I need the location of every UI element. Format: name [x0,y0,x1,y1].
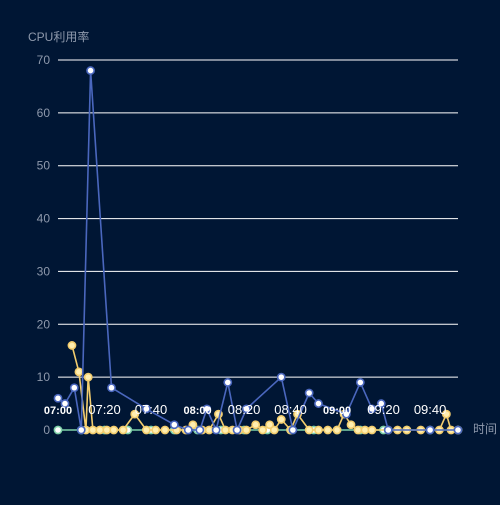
data-point[interactable] [288,425,298,435]
data-point[interactable] [183,425,193,435]
y-tick-label: 50 [37,159,51,173]
data-point[interactable] [383,425,393,435]
data-point[interactable] [265,420,275,430]
data-point[interactable] [269,425,279,435]
data-point[interactable] [202,404,212,414]
data-point[interactable] [276,415,286,424]
y-tick-label: 20 [37,317,51,331]
x-tick-label: 08:40 [274,402,307,417]
grid-lines [58,59,458,378]
data-point[interactable] [102,425,112,435]
data-point[interactable] [160,425,170,435]
data-point[interactable] [353,425,363,435]
data-point[interactable] [195,425,205,435]
y-tick-label: 40 [37,212,51,226]
data-point[interactable] [169,420,179,430]
data-point[interactable] [453,425,463,435]
x-tick-label: 09:20 [367,402,400,417]
data-point[interactable] [53,425,63,435]
y-tick-labels: 0 10 20 30 40 50 60 70 [37,53,51,437]
y-tick-label: 10 [37,370,51,384]
data-point[interactable] [346,420,356,430]
data-point[interactable] [95,425,105,435]
data-point[interactable] [88,425,98,435]
series-lines [53,66,463,435]
data-point[interactable] [67,341,77,350]
data-point[interactable] [441,409,451,419]
data-point[interactable] [74,367,84,377]
data-point[interactable] [367,425,377,435]
data-point[interactable] [188,420,198,430]
data-point[interactable] [276,372,286,382]
x-tick-labels: 07:00 07:20 07:40 08:00 08:20 08:40 09:00 09:20… [44,402,446,417]
data-point[interactable] [314,425,323,435]
data-point[interactable] [86,66,95,75]
data-point[interactable] [211,425,221,435]
x-axis-title: 时间 [473,422,497,436]
data-point[interactable] [69,383,79,393]
data-point[interactable] [314,399,323,408]
x-tick-label: 08:20 [228,402,261,417]
data-point[interactable] [376,399,386,408]
data-point[interactable] [130,409,140,419]
data-point[interactable] [221,425,230,435]
data-point[interactable] [251,420,261,430]
series-0 [53,66,463,435]
data-point[interactable] [367,404,377,414]
data-point[interactable] [118,425,128,435]
data-point[interactable] [107,383,116,393]
data-point[interactable] [141,425,151,435]
y-axis-title: CPU利用率 [28,29,89,44]
x-tick-label: 07:00 [44,405,72,417]
x-tick-label: 07:20 [88,402,121,417]
y-tick-label: 0 [43,423,50,437]
data-point[interactable] [83,372,93,382]
data-point[interactable] [223,378,233,387]
data-point[interactable] [241,404,251,414]
data-point[interactable] [241,425,251,435]
data-point[interactable] [60,399,70,408]
data-point[interactable] [341,409,351,419]
data-point[interactable] [355,378,365,387]
x-tick-label: 08:00 [183,405,211,417]
x-tick-label: 09:00 [323,405,351,417]
series-line [57,69,458,431]
data-point[interactable] [109,425,119,435]
data-point[interactable] [141,404,151,414]
data-point[interactable] [425,425,435,435]
data-point[interactable] [151,425,161,435]
data-point[interactable] [76,425,86,435]
y-tick-label: 70 [37,53,51,67]
data-point[interactable] [323,425,333,435]
data-point[interactable] [204,425,214,435]
x-tick-label: 07:40 [135,402,168,417]
y-tick-label: 30 [37,264,51,278]
data-point[interactable] [258,425,268,435]
x-tick-label: 09:40 [414,402,447,417]
y-tick-label: 60 [37,106,51,120]
series-1 [67,341,463,435]
data-point[interactable] [360,425,370,435]
series-line [71,345,458,431]
data-point[interactable] [53,393,63,403]
data-point[interactable] [232,425,242,435]
data-point[interactable] [304,388,314,398]
data-point[interactable] [304,425,314,435]
data-point[interactable] [332,425,342,435]
